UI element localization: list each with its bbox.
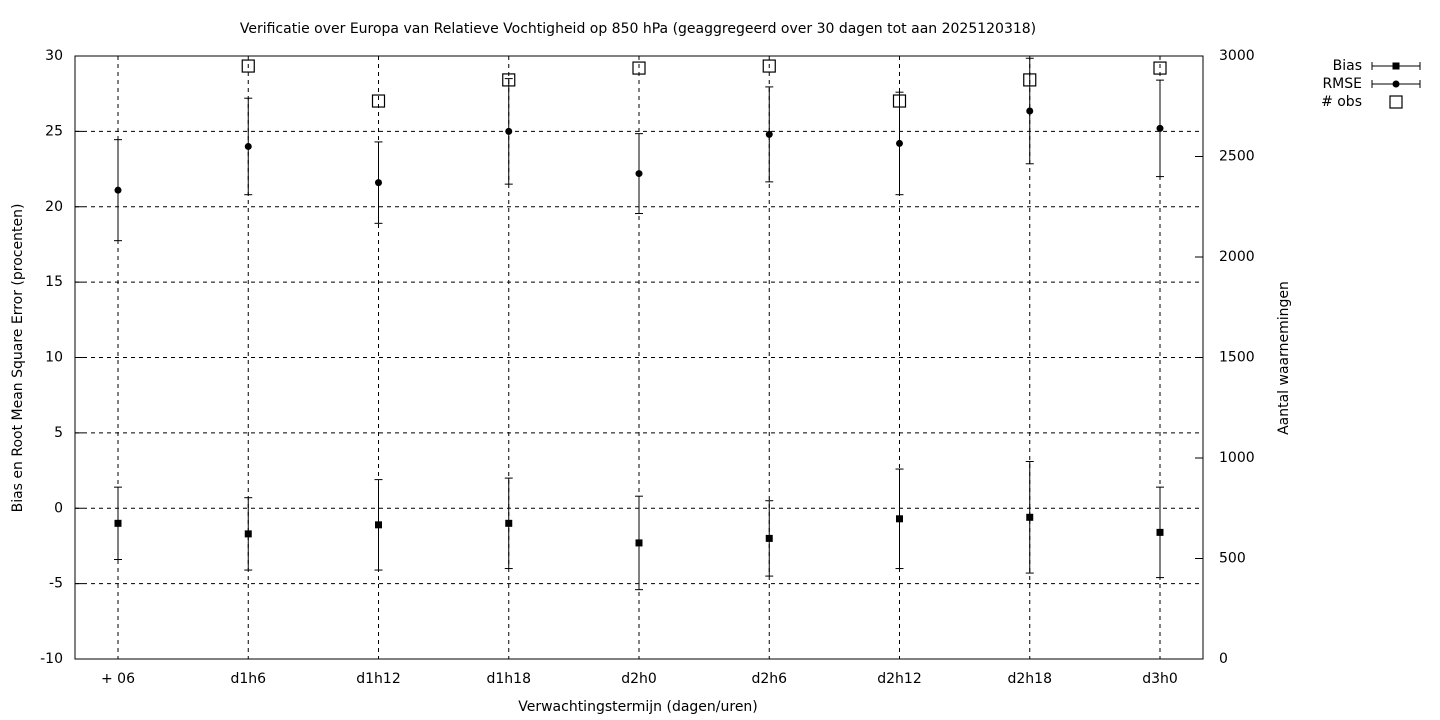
legend-label: RMSE bbox=[1322, 76, 1362, 92]
y2-tick-label: 2000 bbox=[1219, 249, 1255, 265]
y-axis-label: Bias en Root Mean Square Error (procente… bbox=[10, 204, 26, 513]
obs-point bbox=[762, 59, 776, 73]
obs-point bbox=[371, 94, 386, 108]
x-tick-label: d2h12 bbox=[877, 671, 921, 687]
y-tick-label: 25 bbox=[45, 123, 63, 139]
point bbox=[635, 539, 643, 547]
point bbox=[375, 179, 382, 187]
point bbox=[114, 519, 122, 527]
y-tick-label: -10 bbox=[40, 651, 63, 667]
obs-point bbox=[632, 61, 646, 75]
y-tick-label: 20 bbox=[45, 199, 63, 215]
point bbox=[244, 142, 252, 150]
legend-label: # obs bbox=[1321, 94, 1362, 110]
y2-tick-label: 2500 bbox=[1219, 149, 1255, 165]
obs-point bbox=[1023, 73, 1037, 87]
point bbox=[244, 530, 252, 538]
point bbox=[505, 519, 513, 527]
y-tick-label: 0 bbox=[54, 500, 63, 516]
point bbox=[896, 515, 903, 523]
point bbox=[114, 186, 122, 194]
y-tick-label: 5 bbox=[54, 425, 63, 441]
y-tick-label: 15 bbox=[45, 274, 63, 290]
x-tick-label: d1h6 bbox=[230, 671, 266, 687]
x-tick-label: d2h0 bbox=[621, 671, 657, 687]
x-tick-label: d1h18 bbox=[487, 671, 531, 687]
y2-tick-label: 1500 bbox=[1219, 350, 1255, 366]
point bbox=[505, 127, 513, 135]
x-tick-label: d2h6 bbox=[751, 671, 787, 687]
legend-marker bbox=[1392, 80, 1400, 88]
obs-point bbox=[241, 59, 255, 73]
y2-tick-label: 3000 bbox=[1219, 48, 1255, 64]
x-tick-label: d1h12 bbox=[356, 671, 400, 687]
plot-frame bbox=[74, 55, 1204, 660]
x-tick-label: d3h0 bbox=[1142, 671, 1178, 687]
point bbox=[765, 534, 773, 542]
point bbox=[635, 170, 643, 178]
legend-label: Bias bbox=[1333, 58, 1362, 74]
point bbox=[1026, 107, 1034, 115]
y-tick-label: -5 bbox=[49, 576, 63, 592]
x-tick-label: d2h18 bbox=[1008, 671, 1052, 687]
obs-point bbox=[892, 94, 907, 108]
y-tick-label: 10 bbox=[45, 350, 63, 366]
point bbox=[1156, 124, 1164, 132]
obs-point bbox=[502, 73, 516, 87]
point bbox=[375, 521, 382, 529]
y2-axis-label: Aantal waarnemingen bbox=[1276, 281, 1292, 435]
point bbox=[1026, 513, 1034, 521]
legend-marker bbox=[1389, 95, 1403, 109]
y2-tick-label: 1000 bbox=[1219, 450, 1255, 466]
legend-marker bbox=[1392, 62, 1400, 70]
y2-tick-label: 0 bbox=[1219, 651, 1228, 667]
y-tick-label: 30 bbox=[45, 48, 63, 64]
point bbox=[1156, 528, 1164, 536]
obs-point bbox=[1153, 61, 1167, 75]
point bbox=[765, 130, 773, 138]
y2-tick-label: 500 bbox=[1219, 551, 1246, 567]
chart-title: Verificatie over Europa van Relatieve Vo… bbox=[240, 21, 1036, 37]
x-axis-label: Verwachtingstermijn (dagen/uren) bbox=[518, 699, 758, 715]
x-tick-label: + 06 bbox=[101, 671, 135, 687]
point bbox=[896, 139, 903, 147]
